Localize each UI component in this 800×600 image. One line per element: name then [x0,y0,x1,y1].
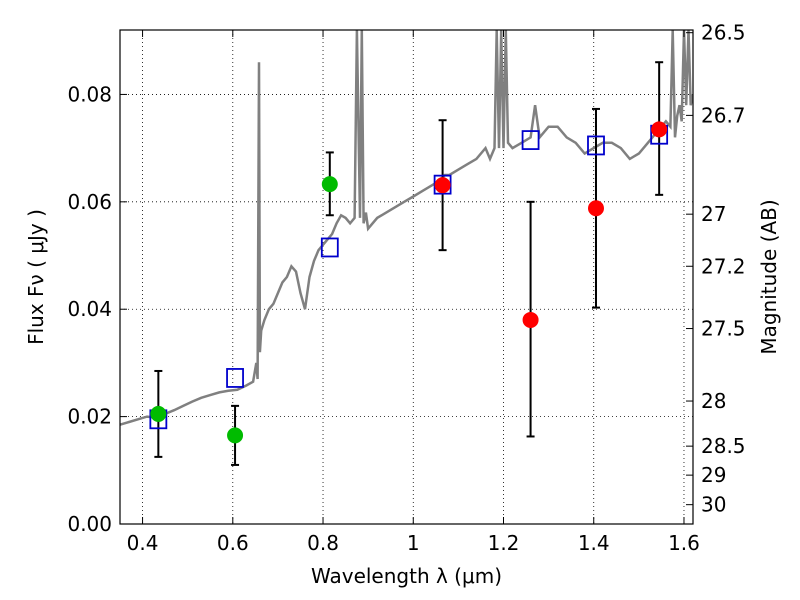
right-tick-label: 30 [701,493,726,517]
plot-frame [119,29,694,525]
x-tick-label: 1 [407,531,420,555]
data-markers [149,121,669,444]
y-tick-labels: 0.00 0.02 0.04 0.06 0.08 [67,82,112,536]
right-tick-label: 27.2 [701,254,746,278]
x-tick-label: 1.4 [578,531,610,555]
model-spectrum [120,30,693,426]
red-data-point [434,177,451,194]
right-axis-tick-labels: 26.5 26.7 27 27.2 27.5 28 28.5 29 30 [701,21,746,517]
y-tick-label: 0.00 [67,512,112,536]
model-point-square [433,174,452,195]
right-tick-label: 26.5 [701,21,746,45]
model-point-square [320,237,339,258]
red-data-point [587,200,604,217]
spectrum-line [120,30,693,426]
right-tick-label: 27.5 [701,317,746,341]
error-bars [154,61,664,466]
green-data-point [321,176,338,193]
y-tick-label: 0.02 [67,405,112,429]
right-axis-label: Magnitude (AB) [757,199,781,354]
model-point-square [587,135,605,156]
x-tick-label: 1.2 [488,531,520,555]
x-tick-label: 0.4 [127,531,159,555]
x-tick-labels: 0.4 0.6 0.8 1 1.2 1.4 1.6 [127,531,700,555]
x-tick-label: 0.6 [217,531,249,555]
right-tick-label: 26.7 [701,103,746,127]
right-tick-label: 28.5 [701,434,746,458]
y-tick-label: 0.08 [67,82,112,106]
red-data-point [522,311,539,328]
right-tick-label: 28 [701,389,726,413]
model-point-square [226,368,244,388]
green-data-point [227,427,244,444]
green-data-point [150,405,167,422]
model-point-square [521,130,540,150]
x-tick-label: 1.6 [668,531,700,555]
grid-lines [120,30,693,525]
right-tick-label: 29 [701,463,726,487]
red-data-point [651,121,668,138]
right-tick-label: 27 [701,202,726,226]
x-tick-label: 0.8 [307,531,339,555]
axis-ticks [120,30,693,525]
x-axis-label: Wavelength λ (μm) [311,564,502,588]
y-tick-label: 0.06 [67,190,112,214]
y-tick-label: 0.04 [67,297,112,321]
y-axis-label: Flux Fν ( μJy ) [24,209,48,345]
